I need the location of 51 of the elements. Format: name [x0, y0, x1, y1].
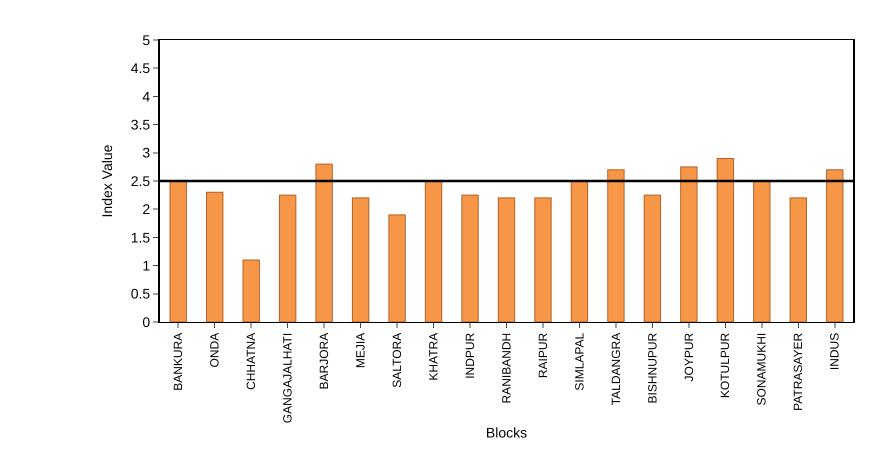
bar — [790, 197, 807, 322]
bar — [352, 197, 370, 322]
bar — [716, 158, 734, 322]
x-tick-label: RANIBANDH — [499, 332, 514, 404]
bar — [315, 164, 333, 322]
x-tick-label: INDUS — [828, 332, 842, 370]
y-tick-label: 1.5 — [130, 229, 150, 246]
x-tick-label: SIMLAPAL — [572, 332, 586, 391]
y-tick-label: 4 — [142, 88, 150, 104]
x-tick-label: PATRASAYER — [791, 332, 806, 411]
y-tick-label: 0.5 — [130, 286, 150, 302]
x-tick-label: JOYPUR — [682, 332, 696, 382]
x-tick-label: RAIPUR — [536, 332, 550, 378]
y-tick-label: 0 — [142, 314, 150, 330]
x-tick-label: SALTORA — [390, 332, 404, 388]
y-tick-label: 5 — [142, 32, 150, 48]
x-tick-label: KHATRA — [426, 332, 440, 381]
bar — [206, 192, 224, 322]
y-tick-label: 3.5 — [130, 116, 150, 132]
x-tick-label: BANKURA — [171, 332, 186, 391]
bar — [570, 180, 588, 322]
bar — [534, 197, 552, 322]
bar — [170, 180, 187, 322]
x-tick-label: BISHNUPUR — [645, 332, 660, 404]
y-tick-label: 1 — [142, 258, 150, 274]
bar — [498, 197, 516, 322]
x-tick-label: GANGAJALHATI — [280, 332, 295, 424]
bar — [278, 194, 296, 322]
x-tick-label: ONDA — [208, 332, 222, 368]
bar — [461, 194, 479, 322]
x-tick-label: BARJORA — [317, 332, 332, 390]
bar — [644, 194, 662, 322]
x-tick-label: SONAMUKHI — [754, 332, 769, 406]
y-tick-label: 2.5 — [130, 172, 150, 189]
y-axis-title: Index Value — [98, 144, 115, 218]
bar — [424, 180, 442, 322]
x-axis-title: Blocks — [486, 424, 528, 441]
y-tick-label: 2 — [142, 201, 150, 218]
y-tick-label: 3 — [142, 144, 150, 161]
bar — [607, 169, 625, 322]
bar — [388, 214, 406, 322]
y-tick-label: 4.5 — [130, 60, 150, 76]
bar — [242, 259, 260, 322]
bar — [753, 180, 771, 322]
bar — [826, 169, 844, 322]
x-tick-label: KOTULPUR — [718, 332, 732, 398]
x-tick-label: CHHATNA — [244, 332, 258, 390]
x-tick-label: INDPUR — [462, 332, 477, 379]
x-tick-label: MEJIA — [354, 332, 368, 368]
x-tick-label: TALDANGRA — [608, 332, 623, 406]
bar — [680, 166, 698, 322]
